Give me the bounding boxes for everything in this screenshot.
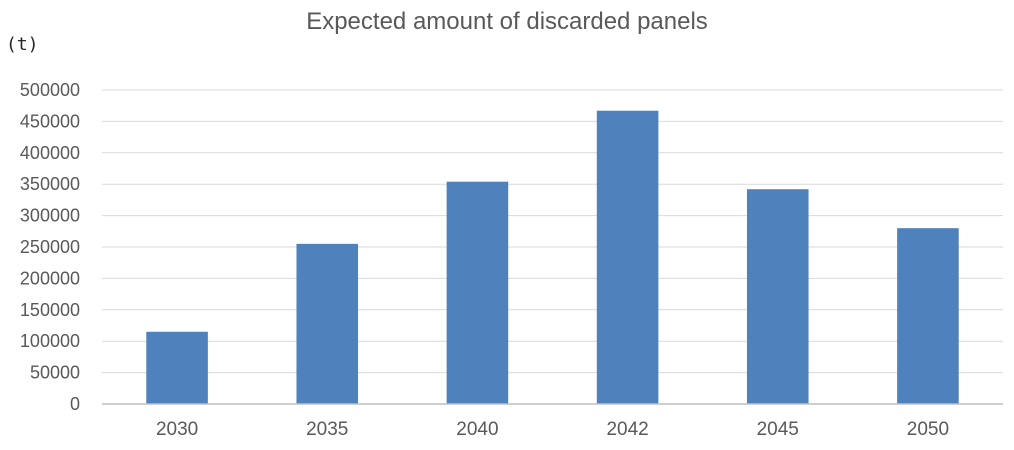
chart-title: Expected amount of discarded panels [306, 8, 708, 35]
x-tick-label: 2030 [156, 419, 198, 440]
bar-2035 [296, 243, 359, 404]
y-tick-label: 500000 [20, 80, 80, 100]
y-tick-label: 450000 [20, 111, 80, 131]
x-axis-ticks: 2030 2035 2040 2042 2045 2050 [156, 419, 949, 440]
y-axis-ticks: 0 50000 100000 150000 200000 250000 300000 3500… [20, 80, 80, 414]
bars [146, 110, 959, 404]
x-tick-label: 2045 [757, 419, 799, 440]
y-tick-label: 350000 [20, 174, 80, 194]
bar-2050 [897, 228, 959, 404]
x-tick-label: 2042 [606, 419, 648, 440]
bar-2045 [746, 189, 809, 404]
y-tick-label: 0 [70, 394, 80, 414]
y-axis-unit-label: (t) [6, 34, 39, 55]
y-tick-label: 50000 [30, 363, 80, 383]
x-tick-label: 2035 [306, 419, 348, 440]
y-tick-label: 300000 [20, 206, 80, 226]
x-tick-label: 2050 [907, 419, 949, 440]
bar-2030 [146, 331, 208, 404]
y-tick-label: 200000 [20, 268, 80, 288]
y-tick-label: 100000 [20, 331, 80, 351]
gridlines [102, 89, 1003, 374]
y-tick-label: 400000 [20, 143, 80, 163]
bar-2040 [446, 181, 509, 404]
y-tick-label: 250000 [20, 237, 80, 257]
y-tick-label: 150000 [20, 300, 80, 320]
bar-2042 [596, 110, 659, 404]
x-tick-label: 2040 [456, 419, 498, 440]
